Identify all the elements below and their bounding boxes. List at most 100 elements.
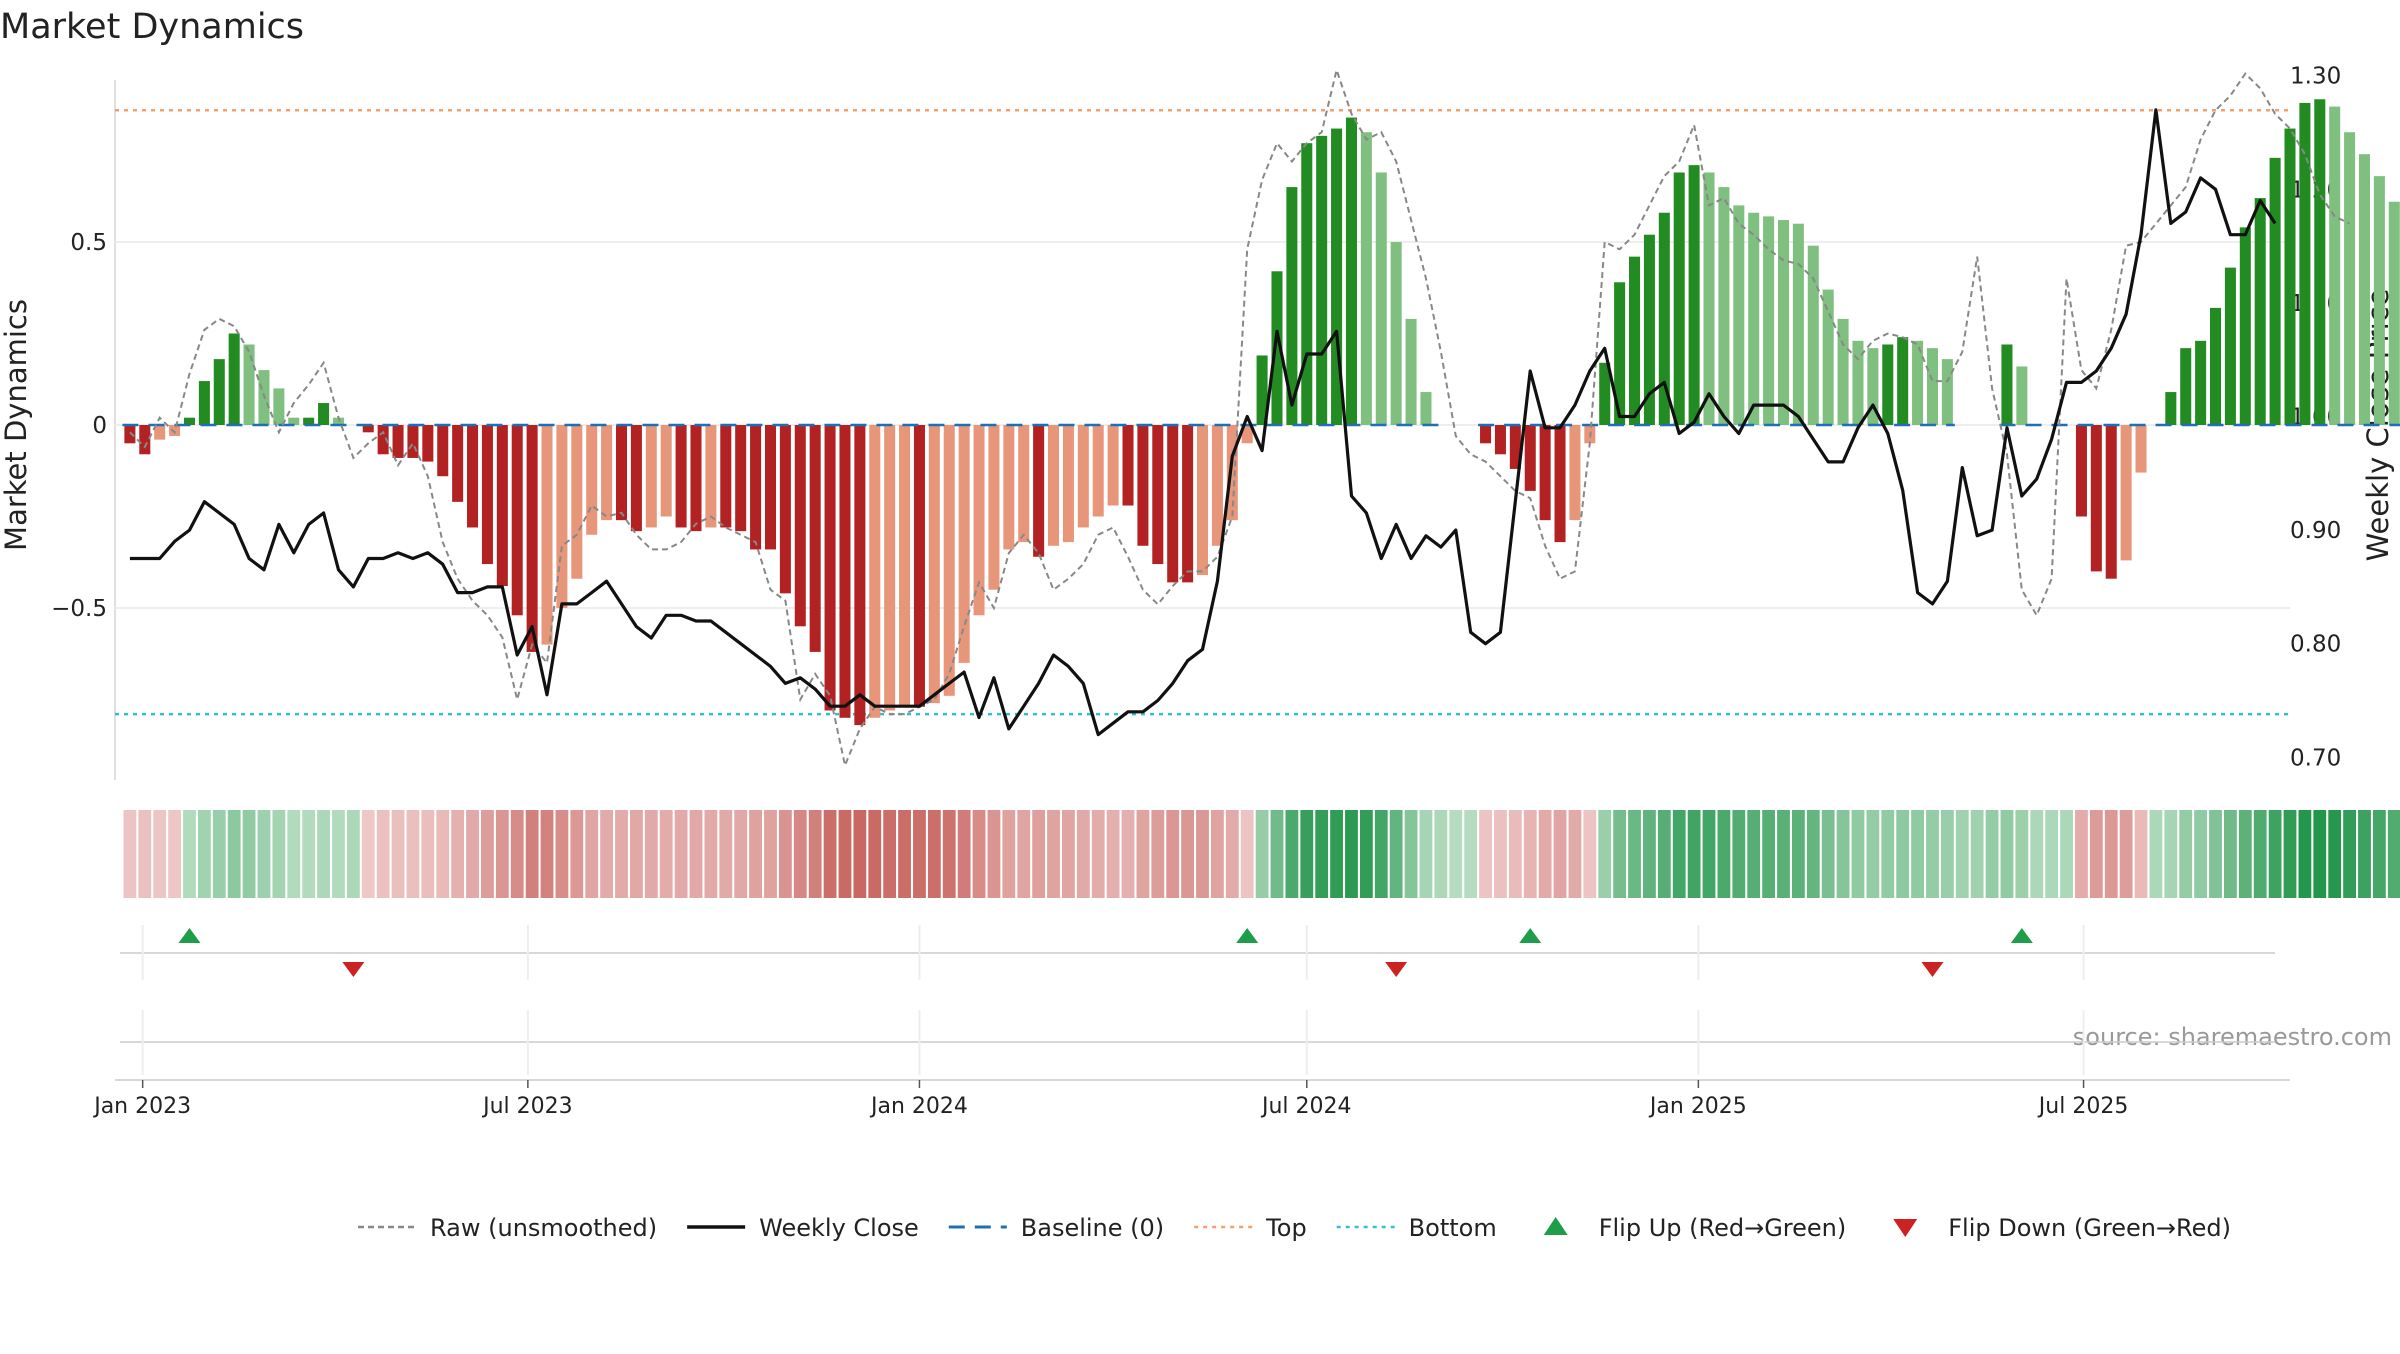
- strip-cell: [1032, 810, 1046, 898]
- legend-item-raw: Raw (unsmoothed): [358, 1214, 657, 1242]
- dynamics-bar: [1241, 425, 1253, 444]
- strip-cell: [361, 810, 375, 898]
- dynamics-bar: [1703, 172, 1715, 425]
- dynamics-bar: [2344, 132, 2356, 425]
- strip-cell: [2060, 810, 2073, 898]
- legend-label: Flip Down (Green→Red): [1948, 1214, 2231, 1242]
- date-tick-label: Jan 2023: [92, 1094, 191, 1119]
- strip-cell: [1523, 810, 1537, 898]
- strip-cell: [2268, 810, 2282, 898]
- strip-cell: [1926, 810, 1939, 898]
- dynamics-bar: [601, 425, 613, 521]
- strip-cell: [957, 810, 971, 898]
- strip-cell: [972, 810, 986, 898]
- strip-cell: [1643, 810, 1656, 898]
- dynamics-bar: [1122, 425, 1134, 506]
- flip-markers-panel: [120, 925, 2275, 1075]
- strip-cell: [1330, 810, 1343, 898]
- dynamics-bar: [1137, 425, 1149, 546]
- dynamics-bar: [1092, 425, 1104, 517]
- strip-cell: [1002, 810, 1016, 898]
- dynamics-bar: [2105, 425, 2117, 579]
- strip-cell: [1866, 810, 1880, 898]
- dynamics-bar: [124, 425, 136, 444]
- strip-cell: [1911, 810, 1924, 898]
- strip-cell: [1777, 810, 1790, 898]
- flip-up-marker: [178, 928, 201, 943]
- right-tick-label: 0.70: [2290, 745, 2341, 771]
- strip-cell: [153, 810, 167, 898]
- dynamics-bar: [288, 417, 300, 425]
- dynamics-bar: [243, 344, 255, 425]
- dynamics-bar: [1286, 187, 1298, 425]
- strip-cell: [1538, 810, 1552, 898]
- dynamics-bar: [1226, 425, 1238, 521]
- legend-item-flip_up: Flip Up (Red→Green): [1543, 1214, 1846, 1242]
- dynamics-bar: [2329, 106, 2341, 426]
- dynamics-bar: [318, 403, 330, 425]
- dynamics-bar: [675, 425, 687, 528]
- strip-cell: [1672, 810, 1686, 898]
- dynamics-bar: [735, 425, 747, 532]
- regime-strip: [123, 810, 2400, 898]
- date-tick-label: Jan 2024: [869, 1094, 968, 1119]
- strip-cell: [1196, 810, 1209, 898]
- dynamics-bar: [1390, 242, 1402, 425]
- strip-cell: [629, 810, 643, 898]
- strip-cell: [1881, 810, 1895, 898]
- dynamics-bar: [139, 425, 151, 455]
- strip-cell: [555, 810, 569, 898]
- dynamics-bars: [124, 99, 2400, 726]
- dynamics-bar: [2120, 425, 2132, 561]
- strip-cell: [2134, 810, 2148, 898]
- strip-cell: [1374, 810, 1388, 898]
- legend-item-top: Top: [1194, 1214, 1307, 1242]
- dynamics-bar: [794, 425, 806, 627]
- dynamics-bar: [705, 425, 717, 528]
- dynamics-bar: [2358, 154, 2370, 425]
- dynamics-bar: [973, 425, 985, 616]
- strip-cell: [257, 810, 271, 898]
- dynamics-bar: [839, 425, 851, 718]
- strip-cell: [2387, 810, 2400, 898]
- strip-cell: [1732, 810, 1746, 898]
- legend-label: Bottom: [1409, 1214, 1497, 1242]
- strip-cell: [451, 810, 465, 898]
- strip-cell: [778, 810, 792, 898]
- dynamics-bar: [586, 425, 598, 535]
- strip-cell: [510, 810, 524, 898]
- dynamics-bar: [2314, 99, 2326, 425]
- dynamics-bar: [1643, 234, 1655, 425]
- flip-up-marker: [2010, 928, 2033, 943]
- strip-cell: [2358, 810, 2371, 898]
- strip-cell: [913, 810, 926, 898]
- dynamics-bar: [198, 381, 210, 425]
- strip-cell: [644, 810, 658, 898]
- strip-cell: [1464, 810, 1478, 898]
- dynamics-bar: [496, 425, 508, 587]
- dynamics-bar: [511, 425, 523, 616]
- dynamics-bar: [452, 425, 464, 502]
- chart-title: Market Dynamics: [0, 7, 304, 47]
- dynamics-bar: [2090, 425, 2102, 572]
- dynamics-bar: [779, 425, 791, 594]
- dynamics-bar: [1554, 425, 1566, 543]
- dynamics-bar: [1658, 212, 1670, 425]
- strip-cell: [808, 810, 822, 898]
- dynamics-bar: [1524, 425, 1536, 491]
- dynamics-bar: [928, 425, 940, 704]
- strip-cell: [674, 810, 688, 898]
- dynamics-bar: [1748, 212, 1760, 425]
- dynamics-bar: [1897, 337, 1909, 425]
- strip-cell: [942, 810, 956, 898]
- main-plot: 0.50−0.51.301.201.101.000.900.800.70Mark…: [0, 64, 2400, 780]
- strip-cell: [1479, 810, 1492, 898]
- dynamics-bar: [764, 425, 776, 550]
- strip-cell: [898, 810, 911, 898]
- strip-cell: [1762, 810, 1776, 898]
- strip-cell: [570, 810, 584, 898]
- left-axis-title: Market Dynamics: [0, 299, 33, 551]
- dynamics-bar: [1494, 425, 1506, 455]
